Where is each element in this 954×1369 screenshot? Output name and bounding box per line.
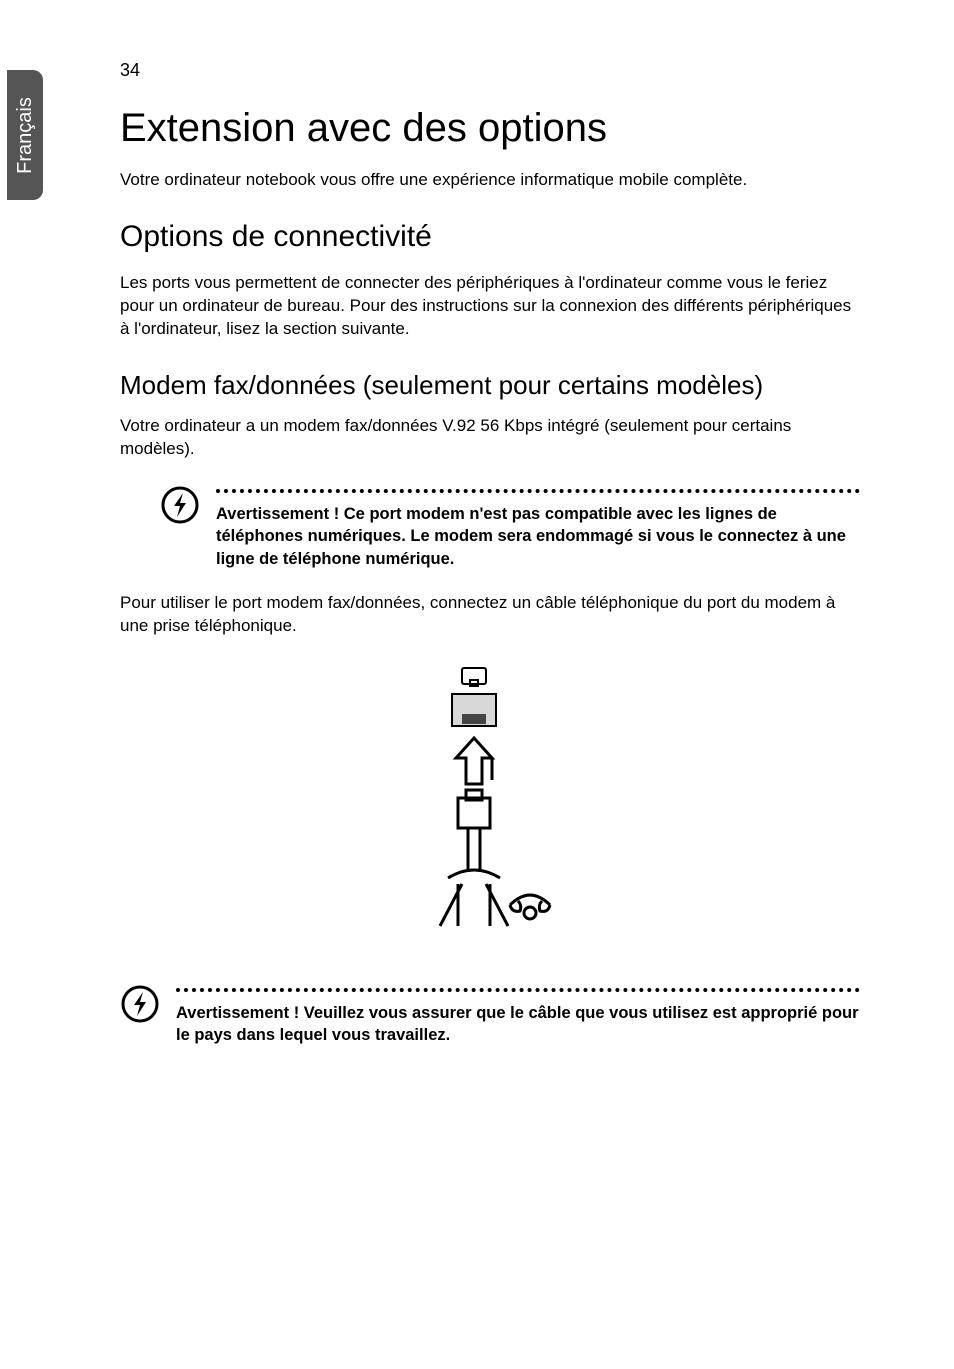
lightning-icon xyxy=(120,984,160,1024)
section-body-modem: Votre ordinateur a un modem fax/données … xyxy=(120,415,860,461)
usage-paragraph: Pour utiliser le port modem fax/données,… xyxy=(120,592,860,638)
warning-text-2: Avertissement ! Veuillez vous assurer qu… xyxy=(176,1002,860,1047)
section-heading-connectivity: Options de connectivité xyxy=(120,220,860,254)
modem-connection-diagram xyxy=(410,666,570,966)
dashed-divider xyxy=(216,489,860,493)
section-body-connectivity: Les ports vous permettent de connecter d… xyxy=(120,272,860,341)
warning-content-2: Avertissement ! Veuillez vous assurer qu… xyxy=(176,988,860,1047)
dashed-divider xyxy=(176,988,860,992)
language-tab-label: Français xyxy=(14,97,37,174)
language-tab: Français xyxy=(7,70,43,200)
warning-block-2: Avertissement ! Veuillez vous assurer qu… xyxy=(120,988,860,1047)
warning-content-1: Avertissement ! Ce port modem n'est pas … xyxy=(216,489,860,570)
page-content: Extension avec des options Votre ordinat… xyxy=(120,100,860,1068)
intro-paragraph: Votre ordinateur notebook vous offre une… xyxy=(120,169,860,192)
section-heading-modem: Modem fax/données (seulement pour certai… xyxy=(120,369,860,402)
page-title: Extension avec des options xyxy=(120,106,860,151)
lightning-icon xyxy=(160,485,200,525)
warning-block-1: Avertissement ! Ce port modem n'est pas … xyxy=(160,489,860,570)
warning-text-1: Avertissement ! Ce port modem n'est pas … xyxy=(216,503,860,570)
page-number: 34 xyxy=(120,60,140,81)
